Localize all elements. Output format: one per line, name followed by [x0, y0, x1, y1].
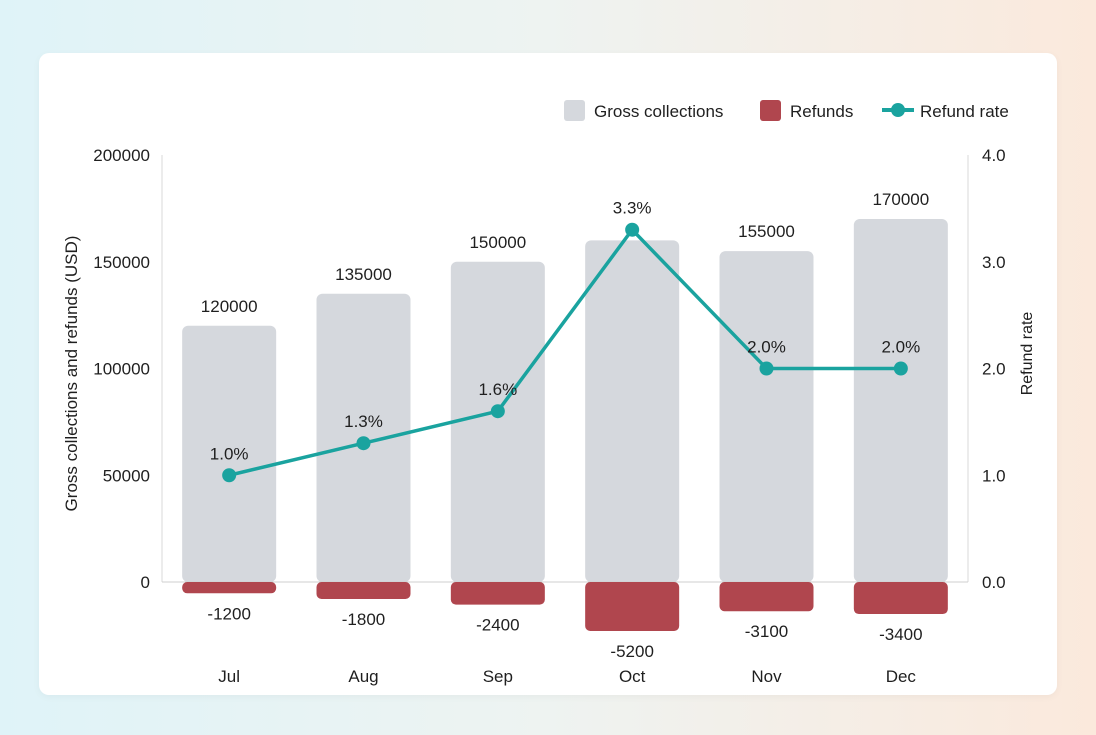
x-tick-label: Oct	[619, 667, 646, 686]
legend-gross-label: Gross collections	[594, 102, 723, 121]
right-tick-label: 3.0	[982, 253, 1006, 272]
refund-bar	[585, 582, 680, 631]
gross-bar	[719, 251, 814, 582]
left-tick-label: 0	[141, 573, 150, 592]
right-tick-label: 4.0	[982, 146, 1006, 165]
refund-rate-point	[625, 222, 640, 237]
gross-value-label: 135000	[335, 265, 392, 284]
right-tick-label: 2.0	[982, 360, 1006, 379]
refund-bar	[182, 582, 277, 594]
left-tick-label: 150000	[93, 253, 150, 272]
refund-bar	[316, 582, 411, 599]
left-tick-label: 100000	[93, 360, 150, 379]
gross-bar	[182, 325, 277, 582]
refund-value-label: -2400	[476, 616, 519, 635]
refund-rate-label: 2.0%	[747, 338, 786, 357]
refund-rate-point	[759, 361, 774, 376]
refund-rate-point	[356, 436, 371, 451]
left-tick-label: 200000	[93, 146, 150, 165]
x-tick-label: Aug	[348, 667, 378, 686]
refund-rate-point	[893, 361, 908, 376]
left-axis-title: Gross collections and refunds (USD)	[62, 236, 81, 512]
right-tick-label: 1.0	[982, 466, 1006, 485]
legend-rate-label: Refund rate	[920, 102, 1009, 121]
legend-refunds-label: Refunds	[790, 102, 853, 121]
refund-rate-label: 1.6%	[478, 380, 517, 399]
refund-rate-label: 3.3%	[613, 199, 652, 218]
x-tick-label: Dec	[886, 667, 917, 686]
x-tick-label: Nov	[751, 667, 782, 686]
gross-value-label: 170000	[872, 190, 929, 209]
refund-rate-label: 2.0%	[881, 338, 920, 357]
legend-rate-marker	[891, 103, 905, 117]
right-tick-label: 0.0	[982, 573, 1006, 592]
refund-bar	[450, 582, 545, 605]
refund-bar	[853, 582, 948, 615]
gross-bar	[853, 219, 948, 583]
left-tick-label: 50000	[103, 466, 150, 485]
refund-value-label: -1200	[207, 604, 250, 623]
refund-rate-point	[222, 468, 237, 483]
gross-value-label: 120000	[201, 297, 258, 316]
refund-rate-point	[490, 404, 505, 419]
legend-refunds-swatch	[760, 100, 781, 121]
refund-rate-label: 1.0%	[210, 444, 249, 463]
gross-value-label: 150000	[469, 233, 526, 252]
x-tick-label: Jul	[218, 667, 240, 686]
refund-value-label: -5200	[610, 642, 653, 661]
gross-bar	[450, 261, 545, 582]
right-axis-title: Refund rate	[1019, 312, 1036, 396]
legend-gross-swatch	[564, 100, 585, 121]
refund-value-label: -3400	[879, 625, 922, 644]
gross-bar	[585, 240, 680, 582]
refund-rate-label: 1.3%	[344, 412, 383, 431]
refund-bar	[719, 582, 814, 612]
refund-rate-line	[228, 227, 901, 477]
x-tick-label: Sep	[483, 667, 513, 686]
refund-value-label: -3100	[745, 622, 788, 641]
refund-value-label: -1800	[342, 610, 385, 629]
gross-value-label: 155000	[738, 222, 795, 241]
